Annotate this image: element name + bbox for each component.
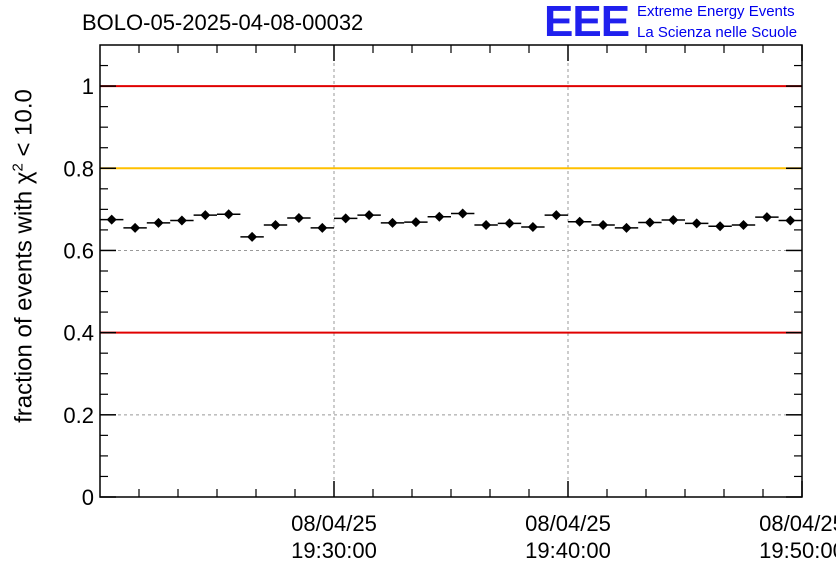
data-point-marker bbox=[715, 221, 726, 232]
plot-border bbox=[99, 44, 803, 498]
data-point-marker bbox=[223, 209, 234, 220]
data-point-marker bbox=[668, 215, 679, 226]
data-point-marker bbox=[340, 213, 351, 224]
x-tick-label-date: 08/04/25 bbox=[291, 511, 377, 536]
logo-line-1: Extreme Energy Events bbox=[637, 3, 795, 20]
data-point bbox=[100, 214, 124, 225]
data-point bbox=[731, 219, 756, 230]
y-tick-label: 1 bbox=[82, 74, 94, 99]
data-point bbox=[544, 210, 568, 221]
data-point bbox=[685, 218, 709, 229]
data-point bbox=[193, 210, 217, 221]
data-point bbox=[357, 210, 381, 221]
x-tick-label-time: 19:40:00 bbox=[525, 538, 611, 563]
data-point bbox=[638, 217, 662, 228]
data-point bbox=[404, 217, 428, 228]
data-point-marker bbox=[457, 208, 468, 219]
x-tick-label-time: 19:30:00 bbox=[291, 538, 377, 563]
y-tick-label: 0.6 bbox=[63, 238, 94, 263]
data-point-marker bbox=[738, 219, 749, 230]
data-point bbox=[310, 222, 334, 233]
chart-title: BOLO-05-2025-04-08-00032 bbox=[82, 10, 364, 35]
data-point-marker bbox=[574, 216, 585, 227]
data-point-marker bbox=[176, 215, 187, 226]
data-point-marker bbox=[761, 212, 772, 223]
data-point-marker bbox=[106, 214, 117, 225]
data-point-marker bbox=[785, 215, 796, 226]
data-point-marker bbox=[317, 222, 328, 233]
data-point bbox=[568, 216, 592, 227]
data-point bbox=[287, 212, 311, 223]
data-point bbox=[217, 209, 241, 220]
data-point bbox=[240, 231, 264, 242]
data-point-marker bbox=[410, 217, 421, 228]
data-point-marker bbox=[434, 211, 445, 222]
data-point bbox=[123, 222, 147, 233]
data-point bbox=[755, 212, 779, 223]
plot-frame bbox=[99, 44, 803, 498]
grid-layer bbox=[100, 45, 802, 497]
y-tick-label: 0.4 bbox=[63, 321, 94, 346]
data-point-marker bbox=[270, 219, 281, 230]
data-point-marker bbox=[551, 210, 562, 221]
data-point bbox=[661, 215, 685, 226]
data-point-marker bbox=[504, 218, 515, 229]
data-point bbox=[474, 219, 498, 230]
y-tick-label: 0.2 bbox=[63, 403, 94, 428]
eee-logo-mark: EEE bbox=[544, 0, 630, 46]
logo-line-2: La Scienza nelle Scuole bbox=[637, 24, 798, 41]
axis-ticks bbox=[100, 45, 803, 498]
y-tick-label: 0.8 bbox=[63, 156, 94, 181]
data-point-marker bbox=[200, 210, 211, 221]
data-point bbox=[263, 219, 288, 230]
data-point bbox=[521, 222, 545, 233]
data-point-marker bbox=[130, 222, 141, 233]
data-point bbox=[591, 219, 615, 230]
data-point-marker bbox=[153, 217, 164, 228]
data-point bbox=[451, 208, 475, 219]
data-point bbox=[614, 222, 639, 233]
x-tick-label-date: 08/04/25 bbox=[759, 511, 836, 536]
data-point-marker bbox=[621, 222, 632, 233]
x-tick-label-date: 08/04/25 bbox=[525, 511, 611, 536]
data-point-marker bbox=[364, 210, 375, 221]
y-tick-label: 0 bbox=[82, 485, 94, 510]
data-point-marker bbox=[481, 219, 492, 230]
x-tick-label-time: 19:50:00 bbox=[759, 538, 836, 563]
data-point-marker bbox=[293, 212, 304, 223]
tick-labels: 00.20.40.60.8108/04/2519:30:0008/04/2519… bbox=[63, 74, 836, 563]
data-point-marker bbox=[527, 222, 538, 233]
data-point-marker bbox=[387, 217, 398, 228]
data-point-marker bbox=[691, 218, 702, 229]
data-point-marker bbox=[247, 231, 258, 242]
data-point bbox=[427, 211, 451, 222]
data-point bbox=[380, 217, 405, 228]
data-point bbox=[170, 215, 194, 226]
data-point bbox=[778, 215, 802, 226]
data-point bbox=[334, 213, 358, 224]
reference-lines bbox=[100, 85, 802, 334]
data-point bbox=[708, 221, 732, 232]
data-point-marker bbox=[644, 217, 655, 228]
data-point bbox=[146, 217, 171, 228]
data-points bbox=[100, 208, 802, 242]
data-point bbox=[497, 218, 522, 229]
data-point-marker bbox=[598, 219, 609, 230]
